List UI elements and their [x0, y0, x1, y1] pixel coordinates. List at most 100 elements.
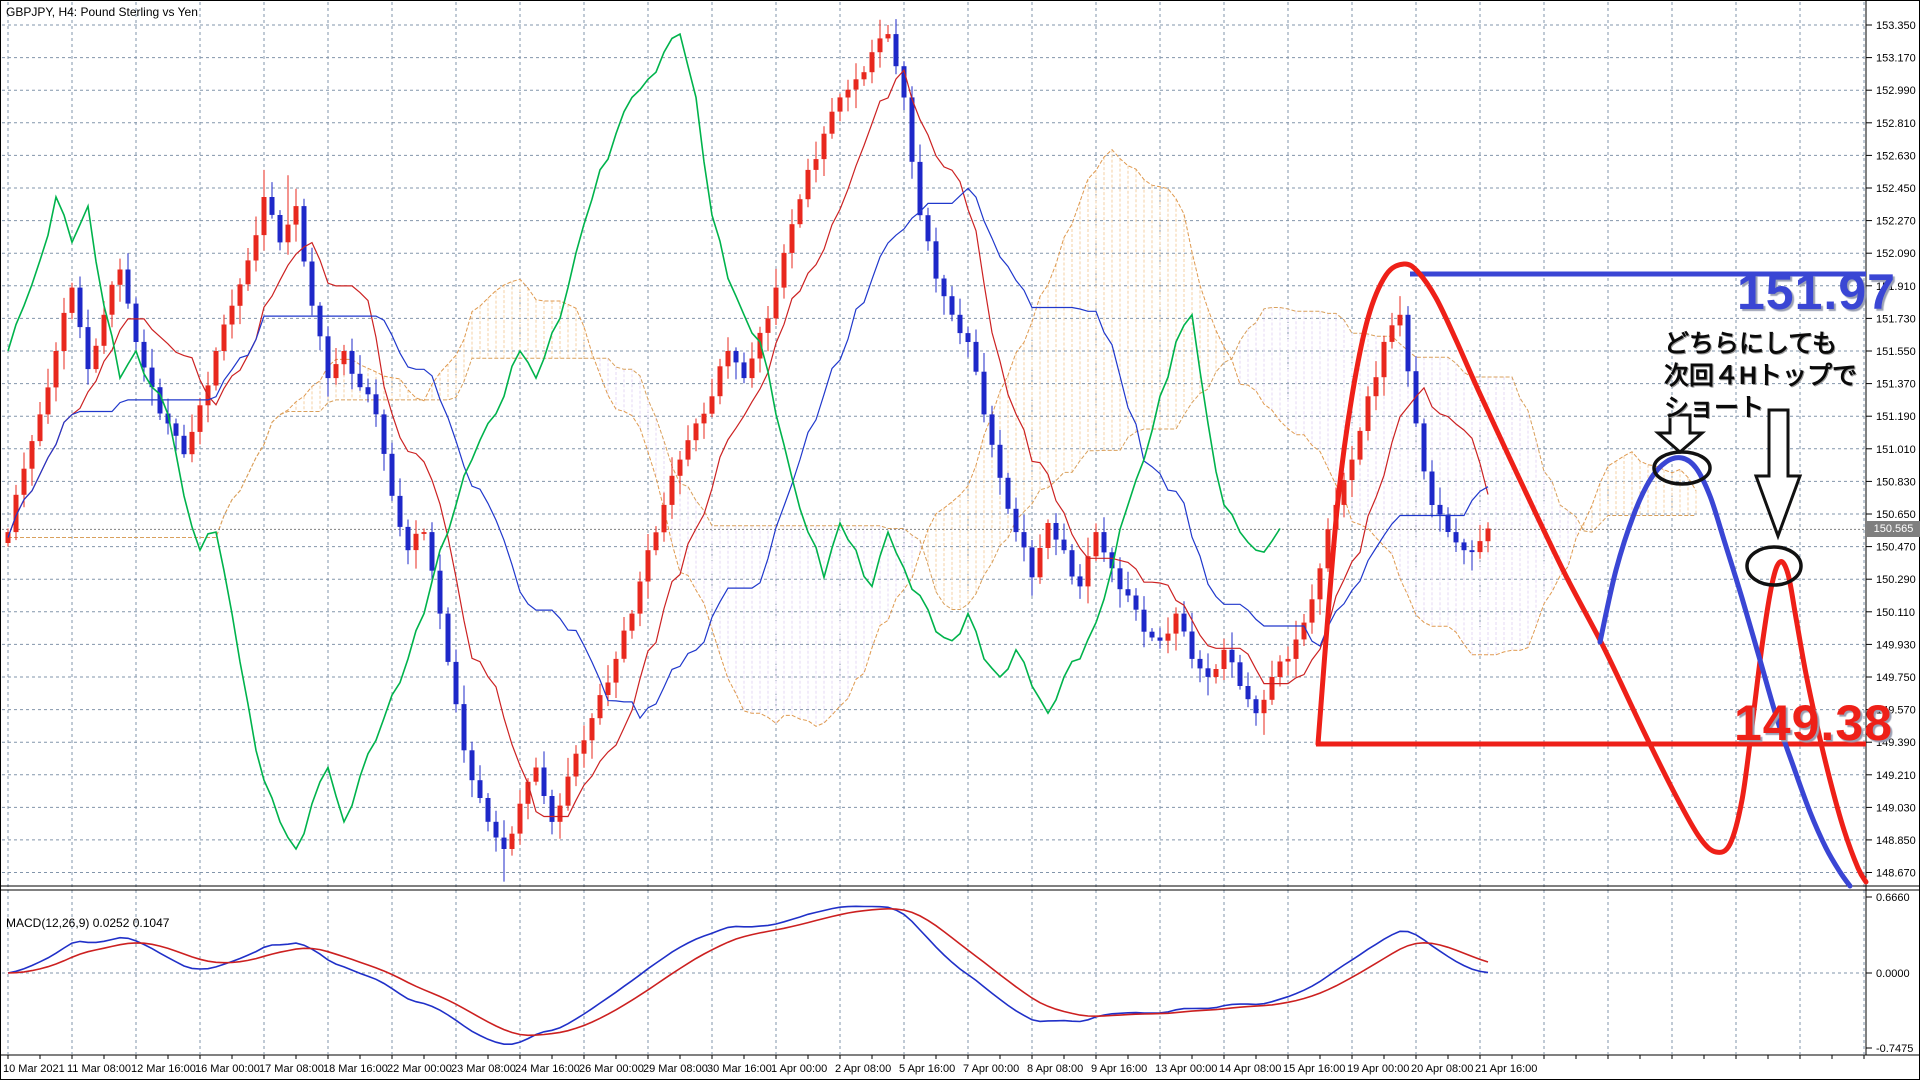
candle-body: [445, 613, 451, 662]
candle-body: [341, 351, 347, 365]
candle-body: [837, 97, 843, 112]
candle-body: [213, 351, 219, 386]
price-tick-label: 152.450: [1876, 183, 1916, 195]
candle-body: [293, 206, 299, 225]
candle-body: [77, 287, 83, 328]
candle-body: [141, 341, 147, 368]
price-tick-label: 148.670: [1876, 868, 1916, 880]
candle-body: [1053, 523, 1059, 540]
candle-body: [885, 34, 891, 39]
candle-body: [685, 440, 691, 460]
time-tick-label: 12 Mar 16:00: [131, 1063, 196, 1075]
target-ellipse-2[interactable]: [1745, 545, 1803, 587]
candle-body: [1381, 341, 1387, 378]
candle-body: [301, 206, 307, 262]
blue-projection-curve[interactable]: [1597, 455, 1853, 889]
down-arrow-1[interactable]: [1653, 413, 1707, 454]
candle-body: [1421, 423, 1427, 472]
candle-body: [1045, 523, 1051, 548]
candle-body: [589, 718, 595, 741]
time-tick-label: 9 Apr 16:00: [1091, 1063, 1147, 1075]
candle-body: [677, 459, 683, 476]
candle-body: [1181, 613, 1187, 632]
candle-body: [781, 252, 787, 288]
price-tick-label: 152.990: [1876, 85, 1916, 97]
candle-body: [949, 296, 955, 315]
candle-body: [1221, 649, 1227, 669]
candle-body: [317, 305, 323, 337]
candle-body: [765, 318, 771, 333]
time-tick-label: 15 Apr 16:00: [1283, 1063, 1345, 1075]
candle-body: [701, 413, 707, 424]
macd-tick-label: -0.7475: [1876, 1043, 1913, 1055]
candle-body: [1341, 480, 1347, 505]
candle-body: [661, 504, 667, 533]
candle-body: [933, 241, 939, 279]
time-tick-label: 7 Apr 00:00: [963, 1063, 1019, 1075]
candle-body: [1069, 550, 1075, 577]
candle-body: [53, 351, 59, 388]
kijun-sen-line: [7, 187, 1489, 720]
price-tick-label: 151.910: [1876, 281, 1916, 293]
candle-body: [1253, 699, 1259, 714]
candle-body: [1317, 568, 1323, 600]
candle-body: [1357, 430, 1363, 460]
candle-body: [1013, 508, 1019, 533]
candle-body: [1165, 633, 1171, 641]
candle-body: [1397, 314, 1403, 326]
candle-body: [1453, 532, 1459, 543]
candle-body: [749, 358, 755, 379]
candle-body: [853, 79, 859, 90]
japanese-note-line1: どちらにしても: [1664, 330, 1838, 358]
candle-body: [1157, 637, 1163, 641]
time-tick-label: 26 Mar 00:00: [579, 1063, 644, 1075]
time-tick-label: 5 Apr 16:00: [899, 1063, 955, 1075]
down-arrow-2[interactable]: [1753, 408, 1803, 541]
senkou-span-a-line: [8, 148, 1697, 727]
candle-body: [181, 435, 187, 455]
macd-tick-label: 0.0000: [1876, 968, 1910, 980]
chart-title: GBPJPY, H4: Pound Sterling vs Yen: [6, 5, 198, 19]
candle-body: [845, 89, 851, 98]
candle-body: [397, 495, 403, 527]
candle-body: [773, 287, 779, 319]
time-tick-label: 29 Mar 08:00: [643, 1063, 708, 1075]
candle-body: [909, 97, 915, 162]
candle-body: [613, 658, 619, 683]
candle-body: [597, 695, 603, 719]
candle-body: [917, 161, 923, 216]
candle-body: [1301, 622, 1307, 640]
candle-body: [221, 324, 227, 351]
price-tick-label: 152.810: [1876, 118, 1916, 130]
time-tick-label: 8 Apr 08:00: [1027, 1063, 1083, 1075]
candle-body: [1125, 589, 1131, 596]
candle-body: [573, 753, 579, 777]
candle-body: [437, 570, 443, 614]
candle-body: [1213, 669, 1219, 677]
price-tick-label: 152.090: [1876, 248, 1916, 260]
candle-body: [821, 133, 827, 160]
target-ellipse-1[interactable]: [1652, 450, 1712, 486]
candle-body: [549, 796, 555, 822]
price-tick-label: 151.010: [1876, 444, 1916, 456]
annotations: [1315, 261, 1869, 889]
candle-body: [1205, 668, 1211, 677]
ichimoku-cloud: [287, 149, 1697, 727]
candle-body: [1405, 314, 1411, 372]
time-tick-label: 2 Apr 08:00: [835, 1063, 891, 1075]
candle-body: [1229, 649, 1235, 663]
price-tick-label: 148.850: [1876, 835, 1916, 847]
candle-body: [373, 394, 379, 415]
price-tick-label: 149.390: [1876, 737, 1916, 749]
candle-body: [93, 345, 99, 370]
candle-body: [1237, 662, 1243, 686]
candle-body: [1389, 325, 1395, 342]
candle-body: [1149, 631, 1155, 638]
red-projection-curve[interactable]: [1315, 261, 1869, 885]
price-tick-label: 149.210: [1876, 770, 1916, 782]
candle-body: [1173, 613, 1179, 634]
candle-body: [805, 169, 811, 200]
macd-signal-line: [7, 907, 1489, 1037]
